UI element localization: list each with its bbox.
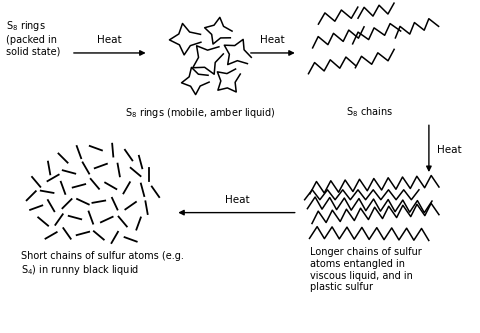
- Text: Heat: Heat: [225, 195, 249, 205]
- Text: Heat: Heat: [97, 35, 122, 45]
- Text: S$_8$ rings
(packed in
solid state): S$_8$ rings (packed in solid state): [6, 19, 61, 56]
- Text: Short chains of sulfur atoms (e.g.
S$_4$) in runny black liquid: Short chains of sulfur atoms (e.g. S$_4$…: [21, 251, 184, 277]
- Text: S$_8$ chains: S$_8$ chains: [346, 106, 393, 119]
- Text: Longer chains of sulfur
atoms entangled in
viscous liquid, and in
plastic sulfur: Longer chains of sulfur atoms entangled …: [310, 247, 421, 292]
- Text: Heat: Heat: [437, 145, 461, 155]
- Text: S$_8$ rings (mobile, amber liquid): S$_8$ rings (mobile, amber liquid): [125, 106, 276, 120]
- Text: Heat: Heat: [261, 35, 285, 45]
